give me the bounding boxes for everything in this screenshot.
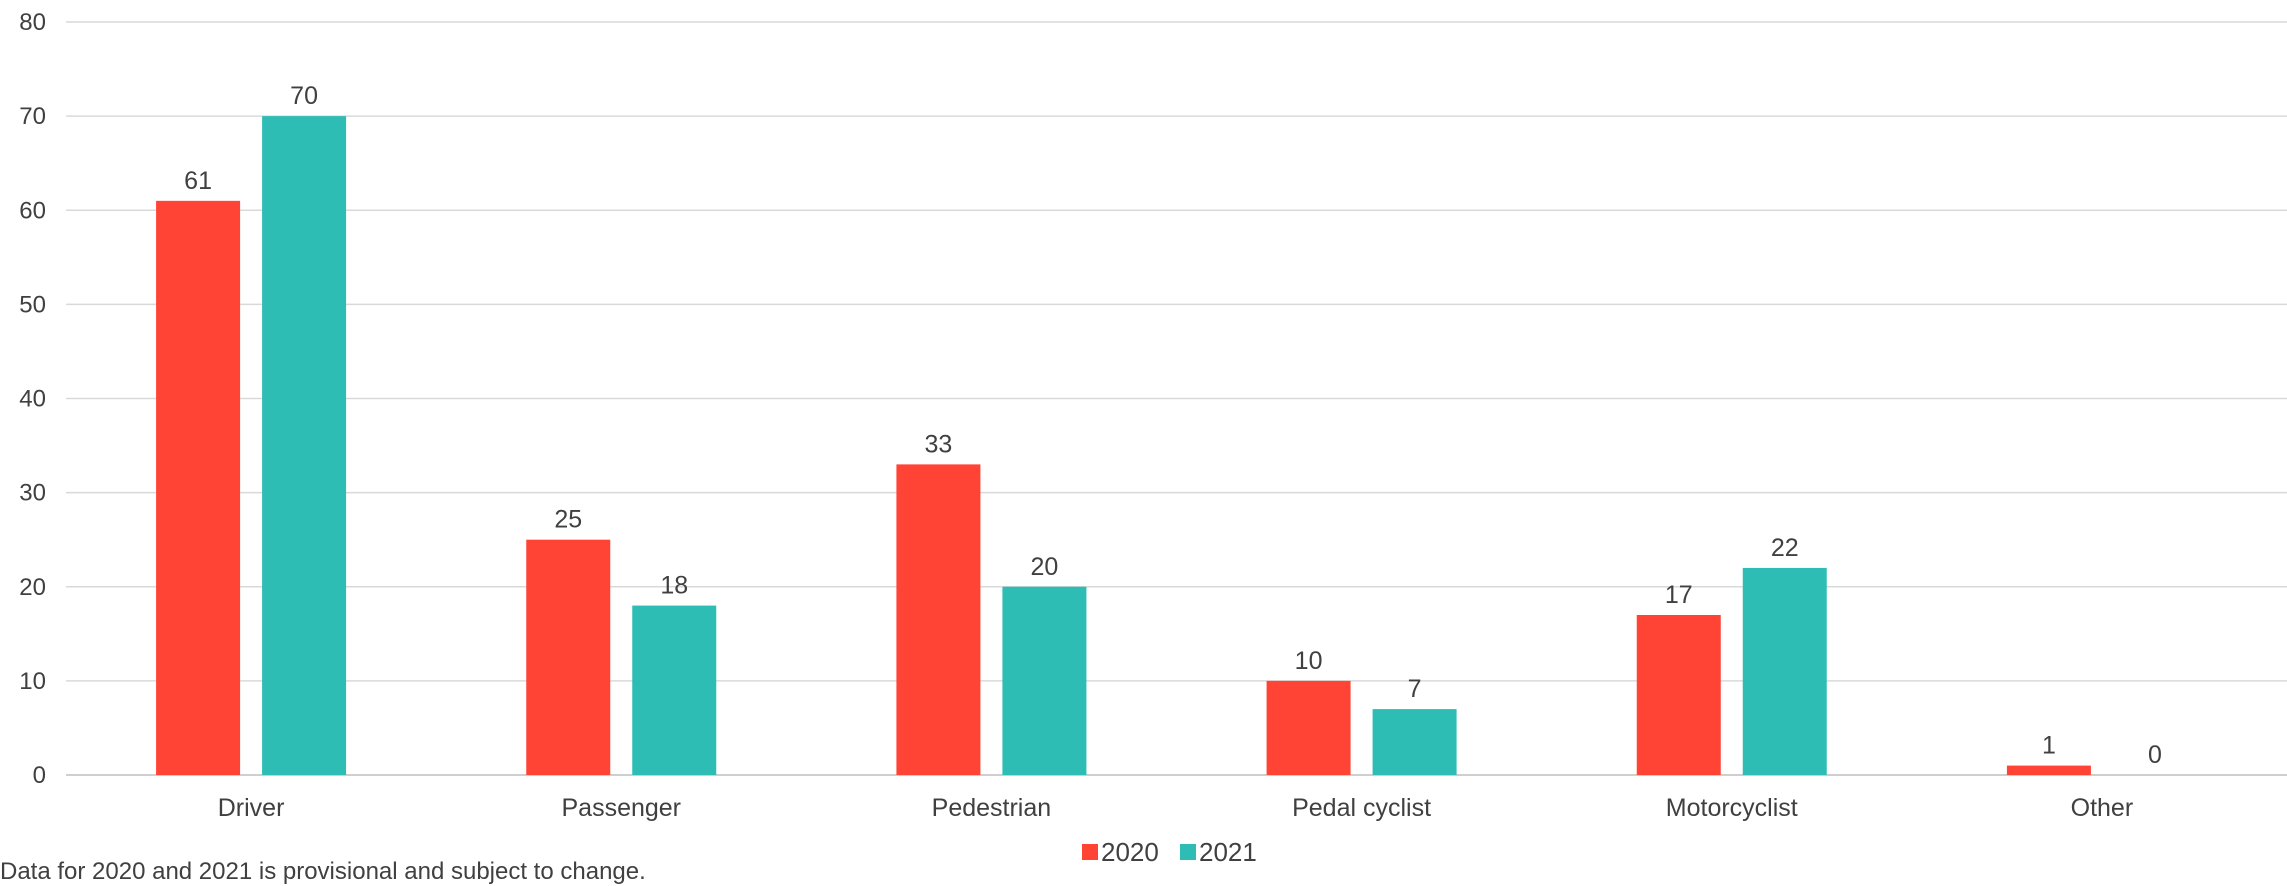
bar-motorcyclist-2021 xyxy=(1742,567,1827,775)
data-label: 33 xyxy=(925,430,953,458)
bar-motorcyclist-2020 xyxy=(1636,614,1721,775)
bar-driver-2021 xyxy=(262,116,347,775)
bar-pedal-cyclist-2021 xyxy=(1372,709,1457,775)
y-tick-label: 70 xyxy=(19,103,46,130)
bar-pedestrian-2021 xyxy=(1002,586,1087,775)
bars xyxy=(156,116,2091,775)
x-category-label: Driver xyxy=(218,794,285,822)
bar-passenger-2021 xyxy=(632,605,717,775)
y-tick-label: 20 xyxy=(19,574,46,601)
data-label: 70 xyxy=(290,82,318,110)
x-axis: Driver Passenger Pedestrian Pedal cyclist Mo… xyxy=(218,794,2133,822)
y-tick-label: 0 xyxy=(33,762,46,789)
y-tick-label: 10 xyxy=(19,668,46,695)
legend: 2020 2021 xyxy=(1082,837,1257,867)
legend-swatch-2020 xyxy=(1082,844,1098,860)
data-label: 22 xyxy=(1771,534,1799,562)
y-axis: 0 10 20 30 40 50 60 70 80 xyxy=(19,9,46,789)
legend-label-2020: 2020 xyxy=(1101,837,1159,867)
x-category-label: Passenger xyxy=(561,794,681,822)
y-tick-label: 50 xyxy=(19,291,46,318)
bar-passenger-2020 xyxy=(526,539,611,775)
bar-pedal-cyclist-2020 xyxy=(1266,680,1351,775)
data-label: 20 xyxy=(1031,553,1059,581)
y-tick-label: 60 xyxy=(19,197,46,224)
gridlines xyxy=(66,21,2287,776)
data-label: 0 xyxy=(2148,741,2162,769)
x-category-label: Pedal cyclist xyxy=(1292,794,1431,822)
data-label: 17 xyxy=(1665,581,1693,609)
x-category-label: Motorcyclist xyxy=(1666,794,1798,822)
data-label: 7 xyxy=(1408,675,1422,703)
bar-driver-2020 xyxy=(156,200,241,775)
data-label: 18 xyxy=(660,572,688,600)
footnote: Data for 2020 and 2021 is provisional an… xyxy=(0,858,646,885)
y-tick-label: 40 xyxy=(19,386,46,413)
legend-swatch-2021 xyxy=(1180,844,1196,860)
data-label: 1 xyxy=(2042,732,2056,760)
y-tick-label: 80 xyxy=(19,9,46,36)
legend-label-2021: 2021 xyxy=(1199,837,1257,867)
bar-pedestrian-2020 xyxy=(896,464,981,775)
x-category-label: Other xyxy=(2071,794,2134,822)
y-tick-label: 30 xyxy=(19,480,46,507)
data-label: 25 xyxy=(554,506,582,534)
data-label: 61 xyxy=(184,167,212,195)
x-category-label: Pedestrian xyxy=(932,794,1052,822)
data-label: 10 xyxy=(1295,647,1323,675)
bar-other-2020 xyxy=(2006,765,2091,775)
